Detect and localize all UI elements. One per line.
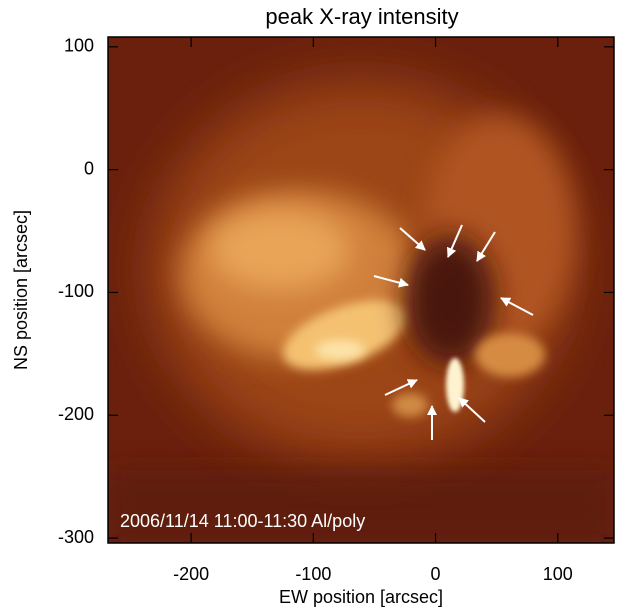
chart: peak X-ray intensity 2006/11/14 11:00-11… — [0, 0, 625, 611]
y-axis-label: NS position [arcsec] — [11, 210, 31, 370]
y-tick-label: 0 — [84, 158, 94, 178]
chart-title: peak X-ray intensity — [265, 4, 458, 29]
x-tick-label: -100 — [295, 564, 331, 584]
x-tick-label: 100 — [543, 564, 573, 584]
y-tick-label: -200 — [58, 404, 94, 424]
x-tick-label: 0 — [431, 564, 441, 584]
y-tick-label: 100 — [64, 36, 94, 56]
y-tick-label: -300 — [58, 527, 94, 547]
annotation: 2006/11/14 11:00-11:30 Al/poly — [120, 511, 365, 531]
y-tick-label: -100 — [58, 281, 94, 301]
x-axis-label: EW position [arcsec] — [279, 587, 443, 607]
x-ray-image — [108, 37, 614, 543]
x-tick-label: -200 — [173, 564, 209, 584]
